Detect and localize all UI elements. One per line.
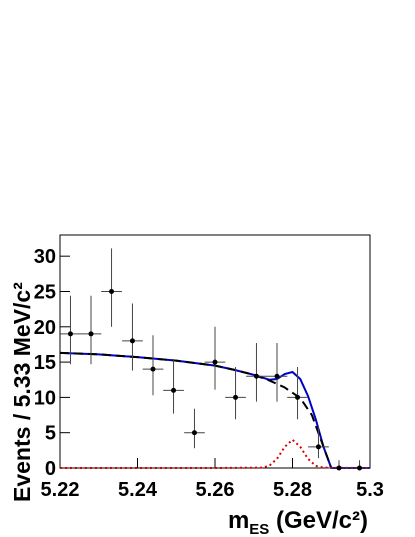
y-tick-label: 15 — [34, 352, 56, 374]
x-tick-label: 5.24 — [118, 479, 158, 501]
y-tick-label: 5 — [45, 423, 56, 445]
x-tick-label: 5.26 — [196, 479, 235, 501]
x-axis-label: mES (GeV/c²) — [228, 507, 368, 537]
y-tick-label: 0 — [45, 458, 56, 480]
data-point — [295, 394, 301, 400]
data-point — [315, 444, 321, 450]
fit-curve — [59, 351, 333, 469]
data-point — [233, 394, 239, 400]
x-tick-label: 5.22 — [41, 479, 80, 501]
data-point — [357, 465, 363, 471]
y-tick-label: 10 — [34, 387, 56, 409]
y-tick-label: 25 — [34, 281, 56, 303]
data-point — [171, 387, 177, 393]
data-point — [253, 373, 259, 379]
y-tick-label: 30 — [34, 246, 56, 268]
data-point — [109, 288, 115, 294]
fit-curve — [60, 438, 371, 469]
data-point — [150, 366, 156, 372]
data-point — [212, 359, 218, 365]
x-label-main: m — [228, 507, 249, 534]
x-label-unit: (GeV/c²) — [269, 507, 368, 534]
data-point — [336, 465, 342, 471]
data-point — [88, 331, 94, 337]
y-tick-label: 20 — [34, 317, 56, 339]
x-label-sub: ES — [249, 521, 269, 537]
data-point — [191, 430, 197, 436]
x-tick-label: 5.28 — [273, 479, 312, 501]
data-point — [274, 373, 280, 379]
data-point — [129, 338, 135, 344]
data-point — [67, 331, 73, 337]
x-tick-label: 5.3 — [356, 479, 384, 501]
y-axis-label: Events / 5.33 MeV/c² — [9, 282, 35, 502]
